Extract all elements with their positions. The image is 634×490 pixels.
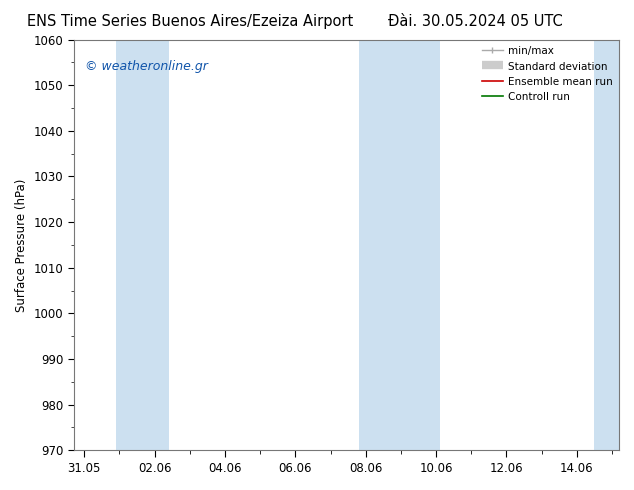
Text: © weatheronline.gr: © weatheronline.gr <box>84 60 207 73</box>
Text: Đài. 30.05.2024 05 UTC: Đài. 30.05.2024 05 UTC <box>388 14 563 29</box>
Text: ENS Time Series Buenos Aires/Ezeiza Airport: ENS Time Series Buenos Aires/Ezeiza Airp… <box>27 14 353 29</box>
Bar <box>116 40 169 450</box>
Bar <box>359 40 439 450</box>
Y-axis label: Surface Pressure (hPa): Surface Pressure (hPa) <box>15 178 28 312</box>
Bar <box>594 40 619 450</box>
Legend: min/max, Standard deviation, Ensemble mean run, Controll run: min/max, Standard deviation, Ensemble me… <box>478 42 617 106</box>
